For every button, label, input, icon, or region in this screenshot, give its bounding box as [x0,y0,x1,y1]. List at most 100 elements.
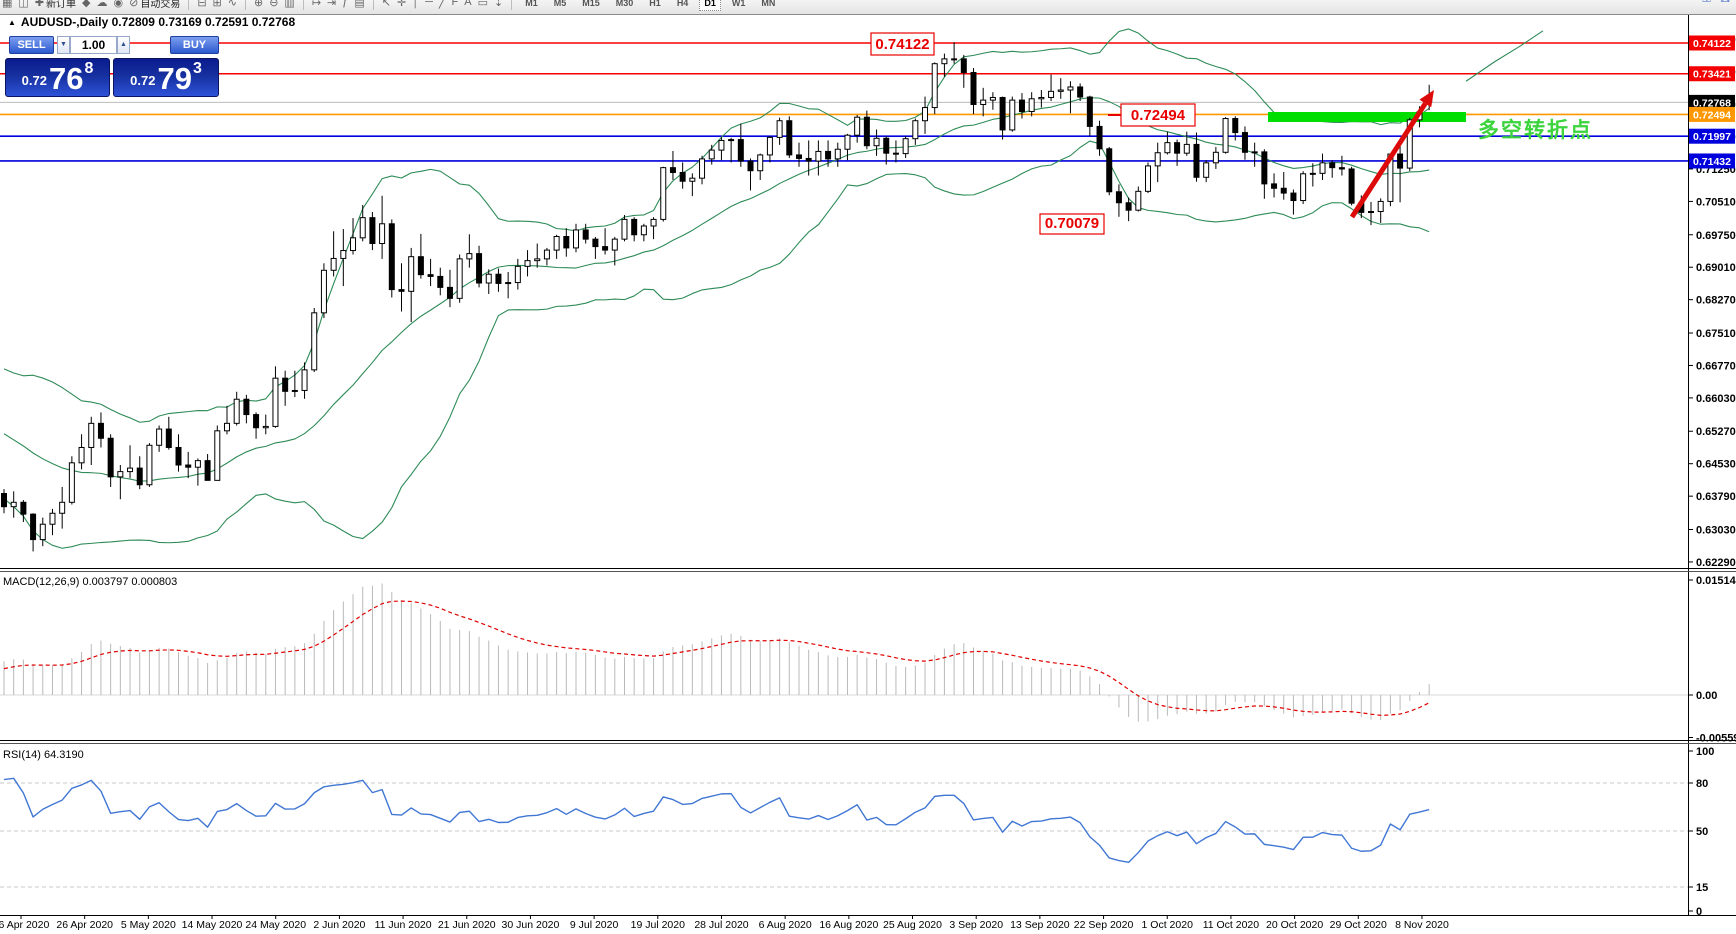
candle-body [107,437,114,478]
candle-body [883,137,890,154]
buy-price-panel[interactable]: 0.72 79 3 [113,58,219,97]
support-zone-highlight [1268,112,1466,122]
price-tag-0.73421 [1689,66,1735,82]
timeframe-button-mn[interactable]: MN [761,0,776,8]
candle-body [1106,148,1113,193]
vline-icon[interactable]: │ [412,0,419,8]
candle-body [1377,200,1384,213]
candle-chart-icon[interactable]: ⊞ [213,0,222,9]
axis-tick-label: 0.69750 [1696,230,1736,242]
candle-body [369,217,376,245]
volume-decrease-button[interactable]: ▼ [57,36,70,54]
cursor-icon[interactable]: ↖ [382,0,391,9]
timeframe-button-m15[interactable]: M15 [582,0,600,8]
bar-chart-icon[interactable]: ⊟ [197,0,206,9]
new-order-button[interactable]: ✚ 新订单 [35,0,76,10]
candle-body [466,253,473,260]
candle-body [980,99,987,105]
date-label: 8 Nov 2020 [1395,919,1449,931]
indicators-icon[interactable]: ƒ [342,0,348,8]
market-watch-icon[interactable]: ◆ [82,0,90,9]
candle-body [1096,125,1103,150]
candle-body [553,236,560,251]
price-tag-0.72768 [1689,94,1735,110]
candle-body [1397,153,1404,169]
candle-body [194,460,201,468]
rsi-label: RSI(14) 64.3190 [3,749,84,761]
fibonacci-icon[interactable]: F [452,0,459,8]
candle-body [1057,89,1064,92]
arrow-shaft [1349,102,1428,219]
date-label: 1 Oct 2020 [1142,919,1194,931]
candle-body [30,513,37,541]
candle-body [476,253,483,284]
candle-body [214,430,221,481]
date-label: 29 Oct 2020 [1330,919,1387,931]
collapse-triangle-icon[interactable]: ▲ [8,17,16,27]
text-icon[interactable]: A [464,0,471,8]
new-chart-icon[interactable]: ▦ [2,0,12,9]
candle-body [398,289,405,292]
candle-body [1261,151,1268,185]
chart-shift-icon[interactable]: ⇥ [327,0,336,9]
candle-body [1319,162,1326,174]
zoom-out-icon[interactable]: ⊖ [269,0,278,9]
candle-body [621,218,628,240]
timeframe-button-m5[interactable]: M5 [553,0,567,8]
date-label: 16 Aug 2020 [819,919,878,931]
auto-scroll-icon[interactable]: ↦ [312,0,321,9]
candle-body [1038,96,1045,100]
profile-icon[interactable]: ◫ [18,0,28,9]
tile-windows-icon[interactable]: ▥ [284,0,294,9]
bollinger-upper-band [3,28,1430,423]
cloud-icon[interactable]: ☁ [97,0,108,9]
candle-body [505,282,512,285]
rsi-panel: RSI(14) 64.3190 [0,749,1688,888]
candle-body [854,116,861,136]
candle-body [20,501,27,515]
date-label: 26 Apr 2020 [56,919,113,931]
pivot-point-annotation: 多空转折点 [1478,118,1593,142]
key-icon[interactable]: ⚿ [1702,0,1710,6]
timeframe-button-h4[interactable]: H4 [676,0,689,8]
timeframe-button-h1[interactable]: H1 [649,0,661,8]
timeframe-button-m30[interactable]: M30 [615,0,634,8]
candle-body [650,218,657,227]
chat-icon[interactable]: ✉ [1720,0,1730,6]
candle-body [602,246,609,251]
hline-icon[interactable]: ─ [425,0,433,8]
zoom-in-icon[interactable]: ⊕ [254,0,263,9]
volume-input[interactable] [70,36,117,54]
toolbar-items: ▦ ◫ ✚ 新订单 ◆ ☁ ◉ ⊘ 自动交易 ⊟ ⊞ ∿ ⊕ ⊖ ▥ ↦ ⇥ ƒ ▤ ↖ ✛ │ ─ ╱ F A ▭ ⇣ M1 M5 M15… [2,0,780,13]
trendline-icon[interactable]: ╱ [439,0,446,9]
candle-body [204,460,211,481]
timeframe-button-w1[interactable]: W1 [731,0,746,8]
bullish-arrow-annotation [1349,90,1434,219]
sound-icon[interactable]: ◉ [114,0,124,9]
candle-body [1028,98,1035,113]
volume-increase-button[interactable]: ▲ [117,36,130,54]
date-label: 30 Jun 2020 [502,919,560,931]
candle-body [786,120,793,156]
macd-histogram [3,583,1430,722]
arrows-icon[interactable]: ⇣ [494,0,503,9]
autotrade-button[interactable]: ⊘ 自动交易 [129,0,180,10]
date-label: 5 May 2020 [121,919,176,931]
label-icon[interactable]: ▭ [478,0,488,9]
timeframe-button-d1[interactable]: D1 [699,0,721,11]
buy-button[interactable]: BUY [170,36,219,54]
price-tag-0.74122 [1689,35,1735,51]
candle-body [1086,96,1093,127]
crosshair-icon[interactable]: ✛ [397,0,406,9]
candle-body [59,501,66,514]
rsi-axis-label: 80 [1696,778,1708,790]
profile-icon: ◫ [18,0,29,9]
candle-body [699,158,706,179]
sell-price-panel[interactable]: 0.72 76 8 [5,58,110,97]
sell-button[interactable]: SELL [9,36,54,54]
templates-icon[interactable]: ▤ [354,0,364,9]
timeframe-button-m1[interactable]: M1 [525,0,538,8]
line-chart-icon[interactable]: ∿ [228,0,237,9]
date-label: 19 Jul 2020 [631,919,685,931]
